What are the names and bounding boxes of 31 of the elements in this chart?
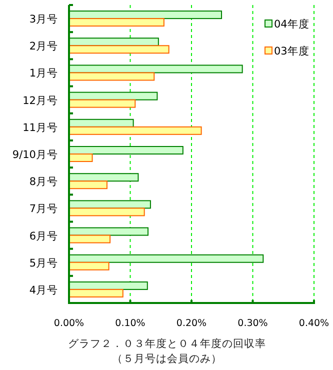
y-tick-label: 5月号 — [29, 257, 58, 270]
bar — [68, 72, 155, 81]
y-tick-label: 2月号 — [29, 40, 58, 53]
bar — [68, 208, 145, 216]
y-tick-label: 4月号 — [29, 284, 58, 296]
bar — [68, 99, 136, 108]
bar — [68, 45, 170, 54]
bar — [68, 18, 164, 27]
y-tick-label: 9/10月号 — [12, 149, 58, 161]
x-tick-label: 0.20% — [176, 318, 207, 329]
text: グラフ２．０３年度と０４年度の回収率 — [68, 337, 266, 350]
legend-label: 03年度 — [274, 44, 310, 58]
bar — [68, 288, 124, 298]
x-tick-label: 0.40% — [298, 318, 330, 329]
y-tick-label: 6月号 — [29, 230, 58, 242]
y-tick-label: 7月号 — [29, 203, 58, 216]
x-tick-label: 0.00% — [54, 318, 84, 329]
y-tick-label: 11月号 — [22, 122, 58, 134]
bar — [68, 262, 110, 270]
y-tick-label: 3月号 — [29, 14, 58, 26]
text: （５月号は会員のみ） — [112, 353, 222, 365]
bar — [68, 154, 93, 162]
x-tick-label: 0.30% — [238, 318, 268, 329]
bar — [68, 180, 108, 190]
legend-label: 04年度 — [274, 18, 310, 30]
y-tick-label: 8月号 — [29, 176, 58, 188]
x-tick-label: 0.10% — [115, 318, 146, 329]
bar — [68, 234, 111, 244]
y-tick-label: 12月号 — [22, 94, 58, 107]
y-tick-label: 1月号 — [29, 68, 58, 80]
bar — [68, 126, 202, 135]
